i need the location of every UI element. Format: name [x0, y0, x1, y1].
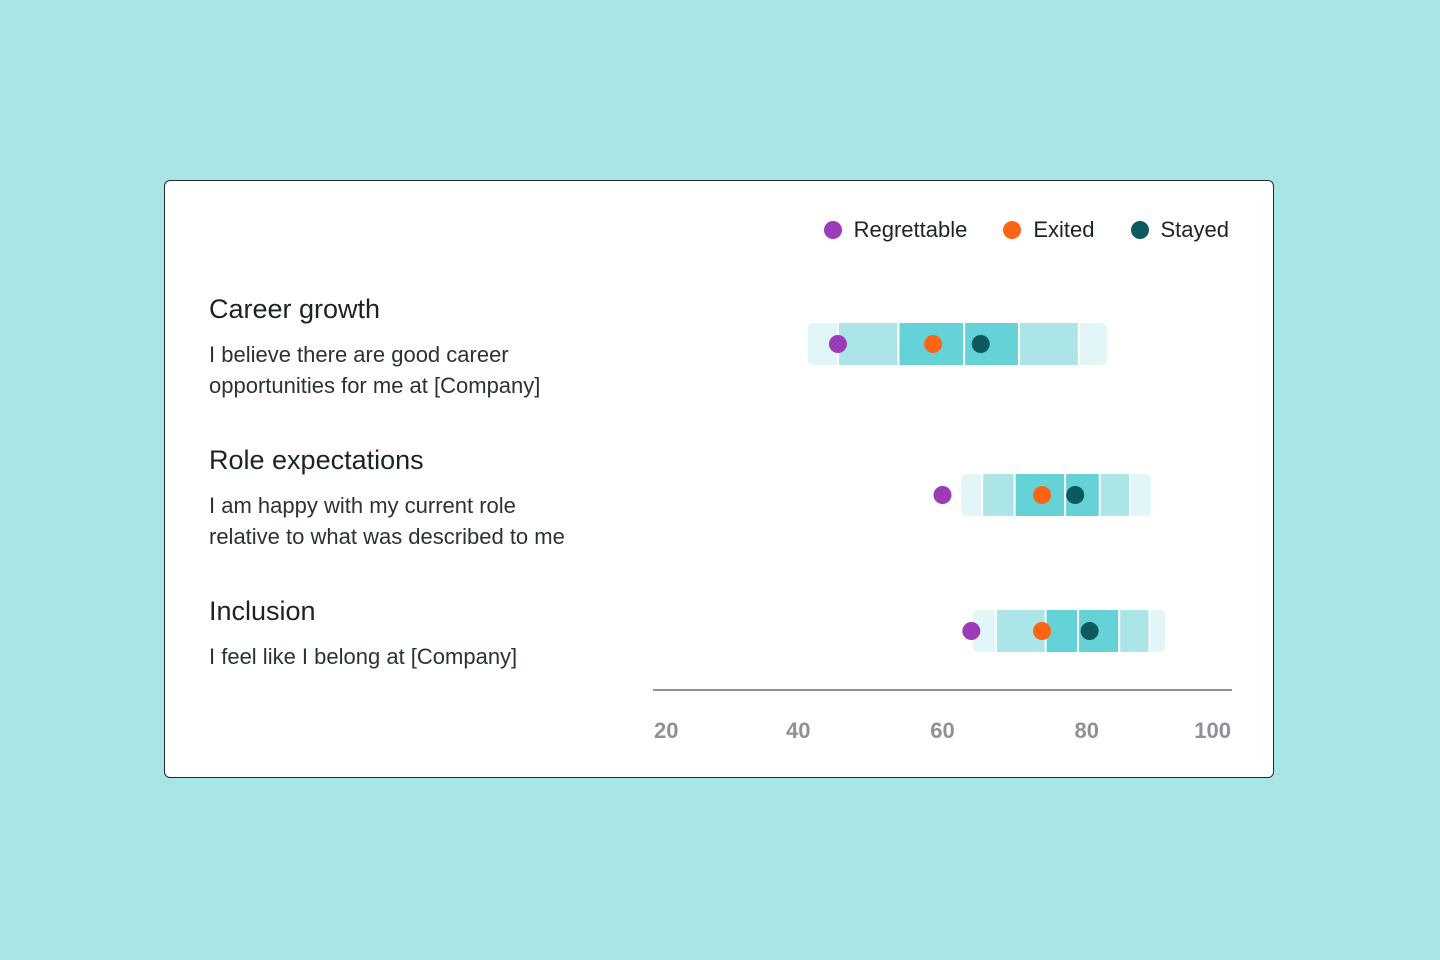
band-inner-role-expectations: [1014, 474, 1100, 516]
x-tick-label: 60: [930, 718, 954, 743]
question-role-expectations: Role expectations I am happy with my cur…: [209, 444, 639, 552]
x-tick-label: 80: [1075, 718, 1099, 743]
question-description: I am happy with my current role relative…: [209, 490, 639, 552]
legend-label-exited: Exited: [1033, 217, 1095, 242]
band-inner-career-growth: [898, 323, 1019, 365]
question-description-line: I believe there are good career: [209, 342, 509, 367]
dot-exited-career-growth: [924, 335, 943, 353]
legend-item-regrettable: Regrettable: [823, 217, 968, 243]
question-description-line: I am happy with my current role: [209, 493, 516, 518]
x-tick-label: 40: [786, 718, 810, 743]
chart-card: Regrettable Exited Stayed Career growth …: [164, 180, 1274, 778]
question-title: Inclusion: [209, 596, 316, 626]
legend: Regrettable Exited Stayed: [823, 217, 1230, 243]
dot-regrettable-role-expectations: [933, 486, 952, 504]
dot-exited-role-expectations: [1033, 486, 1052, 504]
question-description-line: I feel like I belong at [Company]: [209, 644, 518, 669]
dot-stayed-career-growth: [971, 335, 990, 353]
dot-regrettable-career-growth: [828, 335, 847, 353]
question-description: I feel like I belong at [Company]: [209, 641, 639, 672]
question-description-line: relative to what was described to me: [209, 524, 565, 549]
question-description-line: opportunities for me at [Company]: [209, 373, 541, 398]
legend-item-exited: Exited: [1003, 217, 1095, 243]
question-description: I believe there are good career opportun…: [209, 339, 639, 401]
dot-regrettable-inclusion: [962, 622, 981, 640]
legend-label-regrettable: Regrettable: [853, 217, 968, 242]
x-tick-label: 100: [1194, 718, 1231, 743]
legend-label-stayed: Stayed: [1160, 217, 1230, 242]
dot-stayed-inclusion: [1080, 622, 1099, 640]
legend-dot-exited: [1003, 221, 1022, 239]
dot-stayed-role-expectations: [1066, 486, 1085, 504]
question-inclusion: Inclusion I feel like I belong at [Compa…: [209, 595, 639, 672]
dot-exited-inclusion: [1033, 622, 1052, 640]
question-title: Career growth: [209, 294, 381, 324]
dot-plot-chart: 20 40 60 80 100: [653, 323, 1232, 743]
legend-dot-regrettable: [823, 221, 842, 239]
legend-dot-stayed: [1130, 221, 1149, 239]
legend-item-stayed: Stayed: [1130, 217, 1230, 243]
question-title: Role expectations: [209, 445, 424, 475]
x-tick-label: 20: [654, 718, 678, 743]
question-career-growth: Career growth I believe there are good c…: [209, 293, 639, 401]
